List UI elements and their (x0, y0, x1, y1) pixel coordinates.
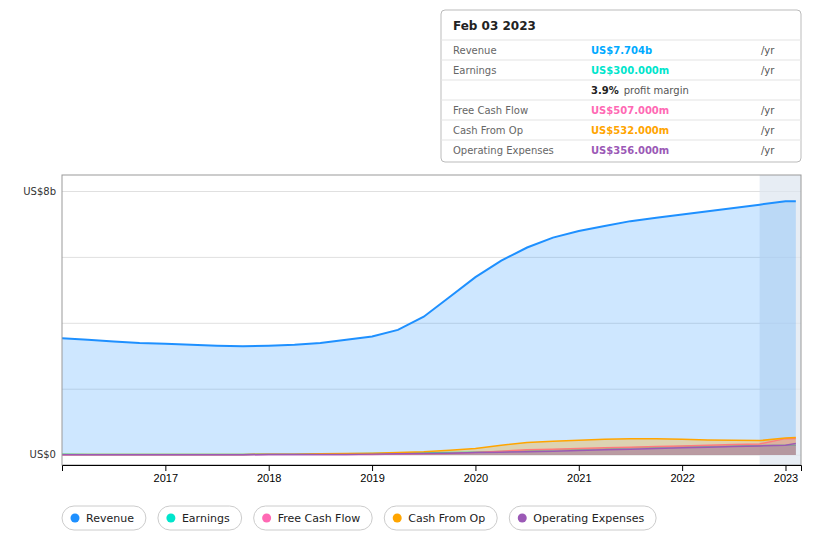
legend-item: Revenue (62, 506, 146, 530)
x-tick: 2017 (154, 465, 178, 484)
x-tick-label: 2019 (360, 472, 384, 484)
tooltip-value: US$7.704b (591, 45, 652, 56)
x-axis: 2017 2018 2019 2020 2021 2022 2023 (63, 465, 802, 484)
tooltip-unit: /yr (761, 45, 775, 56)
x-tick: 2022 (670, 465, 694, 484)
x-tick-label: 2017 (154, 472, 178, 484)
tooltip-divider (441, 80, 801, 81)
tooltip-label: Operating Expenses (453, 145, 554, 156)
legend-swatch (393, 514, 402, 523)
legend-label: Operating Expenses (533, 512, 644, 525)
legend-item: Operating Expenses (509, 506, 656, 530)
series-line (62, 438, 796, 454)
legend: Revenue Earnings Free Cash Flow Cash From O… (62, 506, 656, 530)
x-tick-mark (682, 465, 683, 471)
legend-swatch (262, 514, 271, 523)
legend-label: Revenue (86, 512, 134, 525)
tooltip-label: Revenue (453, 45, 497, 56)
tooltip-divider (441, 40, 801, 41)
legend-label: Earnings (182, 512, 230, 525)
legend-frame (384, 506, 497, 530)
x-tick-mark (372, 465, 373, 471)
legend-item: Cash From Op (384, 506, 497, 530)
tooltip-unit: /yr (761, 125, 775, 136)
annotation: US$8b (23, 186, 56, 197)
legend-label: Cash From Op (408, 512, 485, 525)
tooltip-divider (441, 120, 801, 121)
x-tick-mark (579, 465, 580, 471)
tooltip-unit: /yr (761, 65, 775, 76)
x-tick-label: 2021 (567, 472, 591, 484)
legend-swatch (166, 514, 175, 523)
legend-label: Free Cash Flow (278, 512, 361, 525)
tooltip-divider (441, 100, 801, 101)
tooltip-value: US$356.000m (591, 145, 669, 156)
tooltip-value: US$532.000m (591, 125, 669, 136)
tooltip-unit: profit margin (624, 85, 689, 96)
tooltip-unit: /yr (761, 145, 775, 156)
legend-item: Earnings (158, 506, 242, 530)
chart: 2017 2018 2019 2020 2021 2022 2023 US$8b US$0 Feb… (0, 0, 821, 560)
x-tick-mark (475, 465, 476, 471)
grid (62, 191, 801, 455)
x-axis-line (63, 466, 802, 472)
x-tick-label: 2022 (670, 472, 694, 484)
tooltip-value: US$507.000m (591, 105, 669, 116)
x-tick: 2021 (567, 465, 591, 484)
legend-frame (254, 506, 373, 530)
legend-item: Free Cash Flow (254, 506, 373, 530)
legend-frame (158, 506, 242, 530)
tooltip-divider (441, 140, 801, 141)
x-tick-label: 2018 (257, 472, 281, 484)
plot-area (62, 175, 801, 465)
tooltip-title: Feb 03 2023 (453, 19, 536, 33)
tooltip-unit: /yr (761, 105, 775, 116)
series-line (62, 443, 796, 454)
series-area (62, 443, 796, 455)
series-line (62, 438, 796, 455)
legend-frame (62, 506, 146, 530)
x-tick-mark (165, 465, 166, 471)
tooltip-label: Earnings (453, 65, 496, 76)
series-area (62, 438, 796, 456)
series-area (62, 438, 796, 455)
tooltip-frame (441, 10, 801, 162)
legend-swatch (518, 514, 527, 523)
x-tick-mark (785, 465, 786, 471)
plot-frame (62, 175, 801, 465)
x-tick: 2019 (360, 465, 384, 484)
annotation: US$0 (30, 449, 56, 460)
tooltip-label: Cash From Op (453, 125, 523, 136)
legend-swatch (71, 514, 80, 523)
x-tick-label: 2023 (774, 472, 798, 484)
x-tick: 2023 (774, 465, 798, 484)
x-tick-label: 2020 (464, 472, 488, 484)
series-line (62, 201, 796, 346)
x-tick: 2020 (464, 465, 488, 484)
tooltip-value: 3.9% (591, 85, 619, 96)
tooltip-label: Free Cash Flow (453, 105, 528, 116)
x-tick: 2018 (257, 465, 281, 484)
series-area (62, 201, 796, 455)
grid-line (62, 191, 801, 192)
tooltip-box: Feb 03 2023 Revenue US$7.704b/yr Earnings US… (441, 10, 801, 162)
x-tick-mark (269, 465, 270, 471)
tooltip-divider (441, 60, 801, 61)
tooltip-value: US$300.000m (591, 65, 669, 76)
legend-frame (509, 506, 656, 530)
